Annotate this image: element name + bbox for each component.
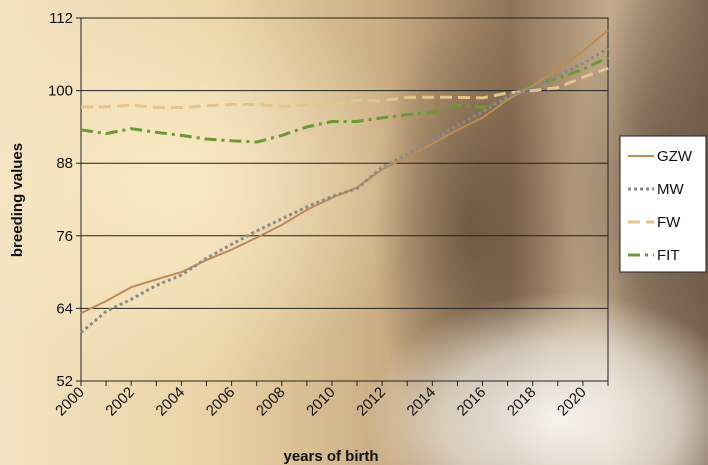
x-tick-label: 2018 (504, 384, 540, 420)
y-tick-label: 88 (56, 155, 73, 172)
series-line-mw (80, 47, 609, 334)
gridlines (81, 17, 608, 382)
x-tick-label: 2012 (353, 384, 389, 420)
y-tick-label: 112 (49, 10, 73, 27)
y-tick-label: 52 (56, 373, 73, 390)
legend-box (619, 135, 707, 273)
y-tick-label: 100 (48, 83, 73, 100)
x-tick-label: 2002 (102, 384, 138, 420)
legend-label-mw: MW (657, 181, 684, 198)
x-tick-label: 2020 (554, 384, 590, 420)
legend: GZW MW FW FIT (619, 135, 707, 273)
x-tick-label: 2016 (454, 384, 490, 420)
series-lines (80, 29, 609, 334)
x-axis-title: years of birth (283, 448, 378, 465)
legend-label-fit: FIT (657, 247, 680, 264)
x-tick-label: 2004 (153, 384, 189, 420)
legend-label-gzw: GZW (657, 148, 693, 165)
x-tick-label: 2006 (203, 384, 239, 420)
series-line-fit (80, 55, 609, 144)
y-tick-label: 64 (56, 300, 73, 317)
y-axis-title: breeding values (9, 143, 26, 257)
plot-area-frame (80, 17, 609, 382)
legend-label-fw: FW (657, 214, 681, 231)
x-tick-label: 2008 (253, 384, 289, 420)
x-tick-label: 2014 (404, 384, 440, 420)
y-tick-label: 76 (56, 228, 73, 245)
series-line-gzw (80, 29, 609, 315)
x-tick-label: 2010 (303, 384, 339, 420)
